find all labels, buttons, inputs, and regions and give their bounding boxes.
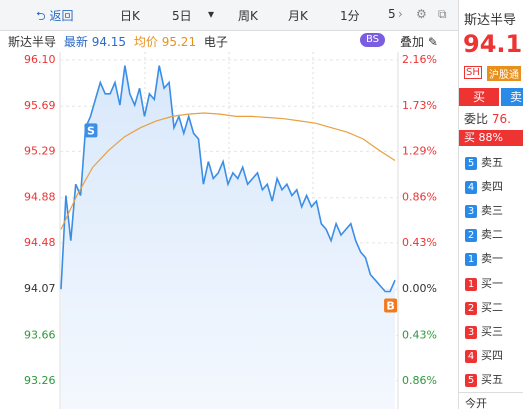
level-number: 1: [465, 278, 477, 291]
buy-button[interactable]: 买: [459, 88, 499, 106]
level-label: 买二: [481, 301, 503, 314]
dropdown-icon[interactable]: ▾: [208, 7, 215, 21]
order-row: 5 卖五: [465, 154, 503, 170]
info-bar: 斯达半导 最新 94.15 均价 95.21 电子: [8, 33, 228, 50]
price-area: [61, 65, 395, 409]
open-label: 今开: [465, 397, 487, 409]
badge: SH: [464, 66, 482, 79]
back-button[interactable]: ⮌ 返回: [36, 9, 74, 23]
price-line: [60, 65, 396, 293]
sector: 电子: [203, 35, 228, 49]
trade-marker: [384, 298, 398, 313]
settings-icon[interactable]: ⚙: [416, 7, 427, 21]
y-tick-label: 95.69: [24, 99, 56, 112]
level-label: 卖三: [481, 204, 503, 217]
trade-marker-label: S: [87, 124, 95, 137]
tab[interactable]: 周K: [238, 9, 258, 23]
tab[interactable]: 5日: [172, 9, 192, 23]
avg-line: [60, 112, 396, 230]
level-label: 卖四: [481, 180, 503, 193]
y-tick-label: 96.10: [24, 53, 56, 66]
order-row: 3 卖三: [465, 202, 503, 218]
order-row: 4 卖四: [465, 178, 503, 194]
level-label: 买四: [481, 349, 503, 362]
avg-label: 均价: [133, 35, 158, 49]
latest-label: 最新: [63, 35, 88, 49]
avg-value: 95.21: [161, 35, 197, 49]
y-tick-label: 94.48: [24, 236, 56, 249]
copy-icon[interactable]: ⧉: [438, 7, 447, 21]
sell-button[interactable]: 卖: [501, 88, 523, 106]
y2-tick-label: 0.43%: [402, 236, 437, 249]
tab[interactable]: 1分: [340, 9, 360, 23]
level-number: 1: [465, 253, 477, 266]
y-tick-label: 93.66: [24, 329, 56, 342]
latest-value: 94.15: [91, 35, 127, 49]
level-number: 5: [465, 374, 477, 387]
back-label: 返回: [49, 9, 74, 23]
overlay-label: 叠加: [400, 35, 425, 49]
order-row: 1 卖一: [465, 250, 503, 266]
buy-percent: 买 88%: [459, 130, 523, 146]
level-label: 买一: [481, 277, 503, 290]
tab[interactable]: 月K: [288, 9, 308, 23]
y-tick-label: 93.26: [24, 374, 56, 387]
bs-toggle[interactable]: BS: [360, 33, 386, 47]
order-row: 2 卖二: [465, 226, 503, 242]
ratio: 委比 76.: [464, 110, 511, 127]
level-label: 买三: [481, 325, 503, 338]
y2-tick-label: 0.00%: [402, 282, 437, 295]
level-number: 3: [465, 326, 477, 339]
level-label: 买五: [481, 373, 503, 386]
side-panel: 斯达半导 94.15 SH 沪股通 买 卖 委比 76. 买 88% 5卖五4卖…: [458, 0, 523, 409]
trade-marker-label: B: [386, 300, 394, 313]
y2-tick-label: 2.16%: [402, 53, 437, 66]
order-row: 1 买一: [465, 275, 503, 291]
y2-tick-label: 1.73%: [402, 99, 437, 112]
level-number: 2: [465, 229, 477, 242]
level-label: 卖一: [481, 252, 503, 265]
chart: 96.10 2.16% 95.69 1.73% 95.29 1.29% 94.88 0.86%…: [24, 52, 437, 409]
trade-marker: [84, 123, 98, 138]
y2-tick-label: 1.29%: [402, 144, 437, 157]
stock-name: 斯达半导: [8, 35, 57, 49]
tab[interactable]: 日K: [120, 9, 140, 23]
y2-tick-label: 0.86%: [402, 191, 437, 204]
ratio-value: 76.: [491, 112, 511, 126]
next-icon[interactable]: ›: [398, 7, 403, 21]
y2-tick-label: 0.43%: [402, 329, 437, 342]
side-name: 斯达半导: [464, 13, 517, 28]
order-row: 5 买五: [465, 371, 503, 387]
order-row: 3 买三: [465, 323, 503, 339]
level-label: 卖二: [481, 228, 503, 241]
level-number: 4: [465, 181, 477, 194]
y-tick-label: 94.07: [24, 282, 56, 295]
overlay-button[interactable]: 叠加 ✎: [400, 35, 438, 49]
badge: 沪股通: [487, 66, 521, 81]
level-label: 卖五: [481, 156, 503, 169]
y2-tick-label: 0.86%: [402, 374, 437, 387]
ratio-label: 委比: [464, 112, 489, 126]
level-number: 4: [465, 350, 477, 363]
y-tick-label: 95.29: [24, 144, 56, 157]
side-price: 94.15: [463, 30, 523, 58]
level-number: 5: [465, 157, 477, 170]
toolbar: ⮌ 返回 日K 5日 ▾ 周K 月K 1分 5 › ⚙ ⧉: [0, 0, 458, 31]
order-row: 4 买四: [465, 347, 503, 363]
level-number: 2: [465, 302, 477, 315]
y-tick-label: 94.88: [24, 191, 56, 204]
order-row: 2 买二: [465, 299, 503, 315]
tab[interactable]: 5: [388, 7, 396, 21]
level-number: 3: [465, 205, 477, 218]
